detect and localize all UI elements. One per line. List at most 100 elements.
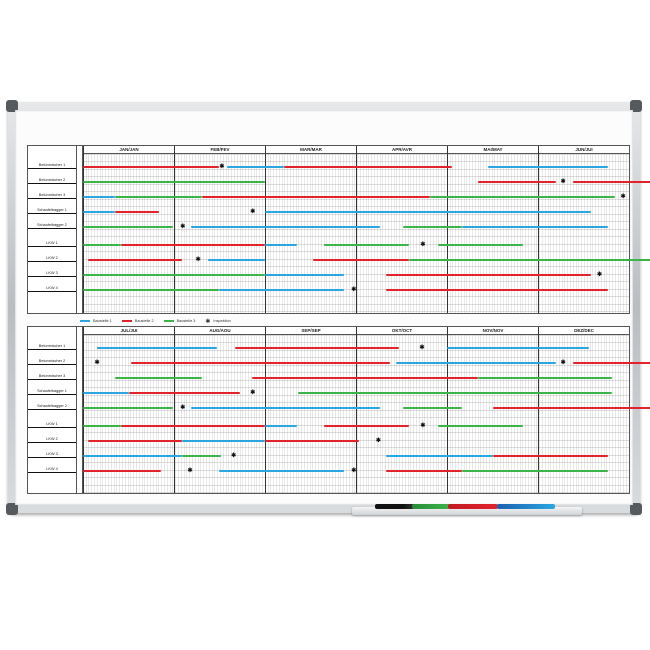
frame-corner [6, 503, 18, 515]
bar-green [182, 455, 222, 457]
legend: Baustelle 1 Baustelle 2 Baustelle 3 ✱ Inspek… [80, 317, 231, 325]
month-divider [356, 146, 357, 313]
marker-red[interactable] [448, 504, 498, 509]
asterisk-icon: ✱ [94, 360, 100, 366]
bar-green [83, 244, 122, 246]
bar-blue [83, 211, 115, 213]
marker-black[interactable] [375, 504, 415, 509]
row-label: LKW 4 [28, 466, 76, 473]
bar-red [88, 440, 183, 442]
month-label: OKT/OCT [356, 327, 447, 334]
month-label: APR/AVR [356, 146, 447, 153]
row-label: LKW 4 [28, 285, 76, 292]
bar-red [252, 377, 478, 379]
bar-red [83, 470, 162, 472]
month-divider [174, 146, 175, 313]
month-label: SEP/SEP [265, 327, 356, 334]
bar-blue [386, 455, 494, 457]
bar-red [83, 166, 219, 168]
bar-green [477, 377, 612, 379]
bar-blue [265, 211, 591, 213]
bar-green [114, 377, 203, 379]
asterisk-icon: ✱ [375, 438, 381, 444]
bar-blue [447, 347, 589, 349]
row-label: Betonmischer 3 [28, 373, 76, 380]
marker-green[interactable] [412, 504, 450, 509]
asterisk-icon: ✱ [231, 453, 237, 459]
asterisk-icon: ✱ [420, 242, 426, 248]
row-label: LKW 2 [28, 255, 76, 262]
row-label: Schaufelbagger 2 [28, 403, 76, 410]
bar-red [386, 274, 591, 276]
bar-green [324, 244, 409, 246]
bar-red [493, 455, 609, 457]
row-label: LKW 1 [28, 421, 76, 428]
asterisk-icon: ✱ [419, 345, 425, 351]
bar-blue [83, 392, 129, 394]
row-label: Betonmischer 2 [28, 358, 76, 365]
month-label: DEZ/DEC [538, 327, 629, 334]
month-divider [83, 327, 84, 493]
month-label: JUN/JUI [538, 146, 629, 153]
month-divider [447, 327, 448, 493]
bar-blue [265, 244, 297, 246]
asterisk-icon: ✱ [180, 405, 186, 411]
bar-green [83, 289, 219, 291]
month-divider [447, 146, 448, 313]
bar-green [83, 274, 265, 276]
bar-red [284, 166, 452, 168]
month-divider [538, 327, 539, 493]
bar-green [461, 470, 609, 472]
row-label: LKW 3 [28, 451, 76, 458]
bar-red [386, 470, 462, 472]
bar-green [297, 392, 612, 394]
label-column [28, 146, 77, 313]
legend-item: Baustelle 1 [80, 319, 112, 323]
bar-red [572, 181, 650, 183]
bar-red [234, 347, 399, 349]
bar-red [492, 407, 650, 409]
month-label: JUL/JUI [83, 327, 174, 334]
spacer-column [77, 146, 83, 313]
legend-label: Baustelle 2 [134, 319, 154, 323]
row-label: Schaufelbagger 1 [28, 207, 76, 214]
marker-blue[interactable] [497, 504, 555, 509]
month-label: MAI/MAY [447, 146, 538, 153]
bar-blue [218, 289, 345, 291]
bar-blue [226, 166, 285, 168]
row-label: Betonmischer 1 [28, 162, 76, 169]
asterisk-icon: ✱ [620, 194, 626, 200]
month-label: AUG/AOU [174, 327, 265, 334]
asterisk-icon: ✱ [560, 360, 566, 366]
legend-label: Baustelle 1 [93, 319, 112, 323]
asterisk-icon: ✱ [250, 209, 256, 215]
bar-red [265, 440, 359, 442]
month-divider [538, 146, 539, 313]
bar-red [121, 425, 265, 427]
bar-green [403, 226, 462, 228]
bar-red [128, 392, 240, 394]
bar-red [477, 181, 557, 183]
bar-green [437, 425, 524, 427]
month-divider [83, 146, 84, 313]
legend-swatch [163, 320, 174, 322]
bar-green [83, 407, 174, 409]
asterisk-icon: ✱ [187, 468, 193, 474]
bar-blue [265, 425, 297, 427]
spacer-column [77, 327, 83, 493]
asterisk-icon: ✱ [205, 318, 211, 325]
bar-red [202, 196, 430, 198]
bar-red [114, 211, 159, 213]
frame-corner [6, 100, 18, 112]
month-label: MAR/MAR [265, 146, 356, 153]
month-label: FEB/FEV [174, 146, 265, 153]
legend-item: ✱ Inspektion [205, 318, 230, 325]
bar-blue [207, 259, 265, 261]
bar-blue [83, 196, 115, 198]
bar-red [572, 362, 650, 364]
row-label: LKW 2 [28, 436, 76, 443]
bar-green [83, 425, 122, 427]
legend-label: Baustelle 3 [176, 319, 196, 323]
asterisk-icon: ✱ [250, 390, 256, 396]
month-divider [356, 327, 357, 493]
